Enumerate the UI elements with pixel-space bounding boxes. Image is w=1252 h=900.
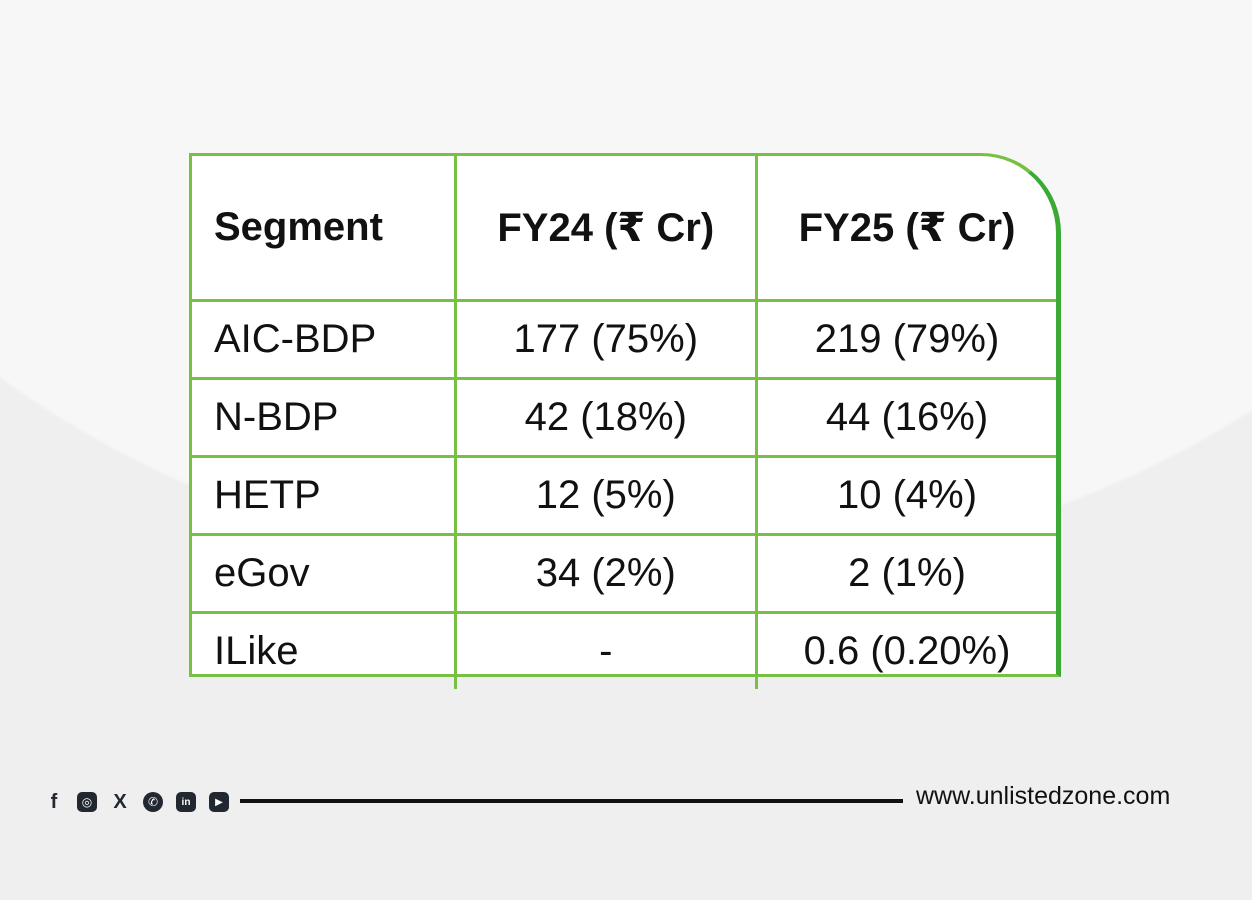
website-url[interactable]: www.unlistedzone.com xyxy=(916,782,1171,810)
cell-segment: ILike xyxy=(192,611,457,689)
cell-fy24: - xyxy=(453,611,759,689)
header-segment: Segment xyxy=(192,156,457,302)
cell-fy25: 10 (4%) xyxy=(755,455,1056,536)
segment-table: Segment FY24 (₹ Cr) FY25 (₹ Cr) AIC-BDP … xyxy=(189,153,1061,689)
whatsapp-icon[interactable]: ✆ xyxy=(143,792,163,812)
table-row: N-BDP 42 (18%) 44 (16%) xyxy=(192,377,1056,458)
social-icons: f ◎ X ✆ in ▶ xyxy=(44,790,229,813)
cell-segment: AIC-BDP xyxy=(192,299,457,380)
cell-segment: HETP xyxy=(192,455,457,536)
table-row: AIC-BDP 177 (75%) 219 (79%) xyxy=(192,299,1056,380)
cell-fy25: 0.6 (0.20%) xyxy=(755,611,1056,689)
table-row: HETP 12 (5%) 10 (4%) xyxy=(192,455,1056,536)
cell-fy24: 177 (75%) xyxy=(453,299,759,380)
cell-fy25: 2 (1%) xyxy=(755,533,1056,614)
table-header-row: Segment FY24 (₹ Cr) FY25 (₹ Cr) xyxy=(192,156,1056,302)
table-row: eGov 34 (2%) 2 (1%) xyxy=(192,533,1056,614)
cell-fy24: 42 (18%) xyxy=(453,377,759,458)
cell-fy25: 219 (79%) xyxy=(755,299,1056,380)
youtube-icon[interactable]: ▶ xyxy=(209,792,229,812)
cell-fy24: 34 (2%) xyxy=(453,533,759,614)
x-icon[interactable]: X xyxy=(113,790,127,813)
header-fy24: FY24 (₹ Cr) xyxy=(453,156,759,302)
table-row: ILike - 0.6 (0.20%) xyxy=(192,611,1056,689)
cell-fy25: 44 (16%) xyxy=(755,377,1056,458)
header-fy25: FY25 (₹ Cr) xyxy=(755,156,1056,302)
facebook-icon[interactable]: f xyxy=(50,790,58,813)
cell-fy24: 12 (5%) xyxy=(453,455,759,536)
linkedin-icon[interactable]: in xyxy=(176,792,196,812)
instagram-icon[interactable]: ◎ xyxy=(77,792,97,812)
footer-divider xyxy=(240,799,903,803)
cell-segment: eGov xyxy=(192,533,457,614)
cell-segment: N-BDP xyxy=(192,377,457,458)
